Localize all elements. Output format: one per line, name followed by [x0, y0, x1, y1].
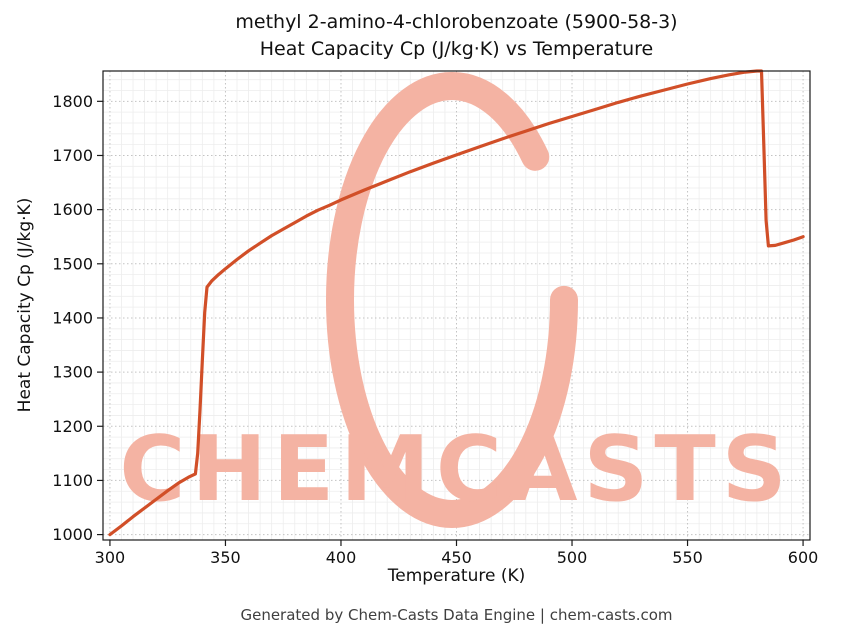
watermark-text: CHEMCASTS — [119, 417, 792, 522]
chart-title-line2: Heat Capacity Cp (J/kg·K) vs Temperature — [259, 38, 654, 60]
footer-text: Generated by Chem-Casts Data Engine | ch… — [240, 606, 673, 624]
x-tick-label: 400 — [326, 548, 357, 567]
y-tick-label: 1700 — [52, 146, 93, 165]
chart-title-line1: methyl 2-amino-4-chlorobenzoate (5900-58… — [235, 11, 678, 33]
plot-frame — [102, 70, 811, 541]
y-tick-label: 1000 — [52, 525, 93, 544]
y-tick-label: 1400 — [52, 308, 93, 327]
chart-title: methyl 2-amino-4-chlorobenzoate (5900-58… — [103, 9, 810, 63]
x-tick-label: 600 — [788, 548, 819, 567]
y-tick-label: 1500 — [52, 254, 93, 273]
x-tick-label: 300 — [95, 548, 126, 567]
y-tick-label: 1300 — [52, 363, 93, 382]
y-tick-label: 1100 — [52, 471, 93, 490]
chemcasts-ring-logo — [326, 72, 578, 528]
data-line — [108, 69, 805, 537]
x-tick-label: 350 — [210, 548, 241, 567]
y-tick-label: 1800 — [52, 92, 93, 111]
x-tick-label: 550 — [672, 548, 703, 567]
x-tick-label: 500 — [557, 548, 588, 567]
y-tick-label: 1200 — [52, 417, 93, 436]
x-axis-label: Temperature (K) — [387, 566, 526, 586]
x-tick-label: 450 — [441, 548, 472, 567]
y-tick-label: 1600 — [52, 200, 93, 219]
